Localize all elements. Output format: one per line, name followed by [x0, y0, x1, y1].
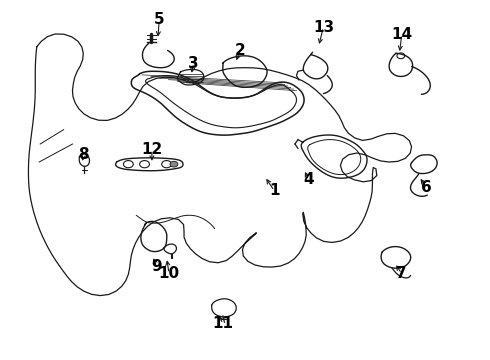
Circle shape [170, 161, 178, 167]
Text: 1: 1 [269, 183, 280, 198]
Text: 4: 4 [303, 172, 314, 188]
Text: 14: 14 [391, 27, 413, 42]
Text: 13: 13 [313, 19, 334, 35]
Text: 6: 6 [421, 180, 432, 195]
Text: 3: 3 [188, 55, 199, 71]
Text: 2: 2 [235, 43, 245, 58]
Text: 8: 8 [78, 147, 89, 162]
Text: 11: 11 [213, 316, 233, 332]
Text: 9: 9 [151, 259, 162, 274]
Text: 5: 5 [154, 12, 165, 27]
Text: 10: 10 [158, 266, 180, 281]
Text: 12: 12 [141, 142, 163, 157]
Text: 7: 7 [396, 266, 407, 281]
